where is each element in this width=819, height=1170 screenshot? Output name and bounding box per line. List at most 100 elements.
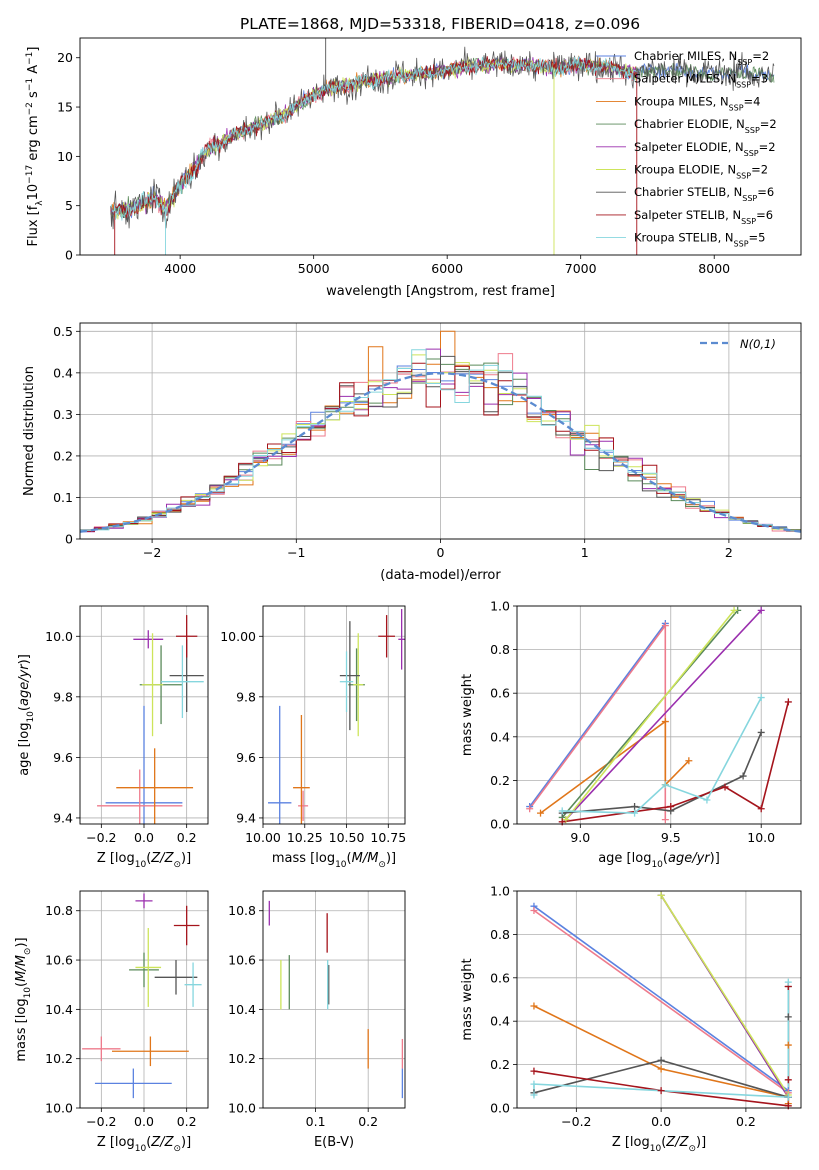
- tick-label-y: 0.3: [53, 407, 73, 422]
- tick-label-x: 0.2: [177, 830, 197, 845]
- legend-label-sub: SSP: [737, 58, 752, 67]
- x-axis-label-part: )]: [181, 1135, 191, 1150]
- plus-marker: [530, 1002, 538, 1010]
- panel-age-vs-Z: −0.2 0.0 0.29.49.69.810.0Z [log10(Z/Z⊙)]ag…: [17, 605, 209, 870]
- plus-marker: [661, 718, 669, 726]
- tick-label-x: −0.2: [86, 830, 116, 845]
- plus-marker: [703, 796, 711, 804]
- x-axis-label-part: )]: [696, 1135, 706, 1150]
- tick-label-y: 9.6: [53, 750, 73, 765]
- plus-marker: [757, 728, 765, 736]
- mass-weight-line-kroupa-elodie: [660, 894, 789, 1096]
- tick-label-y: 10.0: [228, 1101, 256, 1116]
- mass-weight-line-kroupa-elodie: [565, 609, 735, 821]
- plus-marker: [784, 1013, 792, 1021]
- tick-label-x: 6000: [431, 261, 463, 276]
- axes-frame: [79, 37, 802, 256]
- plus-marker: [784, 698, 792, 706]
- y-axis-label-part: ]: [26, 47, 41, 52]
- tick-label-y: 0.2: [490, 1057, 510, 1072]
- plus-marker: [784, 1076, 792, 1084]
- tick-label-y: 10.0: [45, 1101, 73, 1116]
- x-axis-label-part: mass [log: [272, 851, 335, 866]
- tick-label-y: 10.6: [45, 953, 73, 968]
- legend-label-sub: SSP: [745, 126, 760, 135]
- y-axis-label-part: 10: [26, 184, 41, 201]
- y-axis-label: Flux [fλ10−17 erg cm−2 s−1 A−1]: [25, 47, 45, 247]
- tick-label-x: 9.5: [661, 830, 681, 845]
- x-axis-label: Z [log10(Z/Z⊙)]: [612, 1135, 706, 1154]
- plus-marker: [685, 757, 693, 765]
- tick-label-x: −0.2: [86, 1114, 116, 1129]
- mass-weight-line-kroupa-stelib: [562, 697, 762, 814]
- x-axis-label-part: 10: [650, 1144, 662, 1154]
- tick-label-y: 1.0: [490, 884, 510, 899]
- tick-label-x: 7000: [565, 261, 597, 276]
- x-axis-label-part: Z/Z: [150, 1135, 174, 1150]
- legend-label: Chabrier STELIB, NSSP=6: [634, 185, 774, 203]
- tick-label-x: −0.2: [561, 1114, 591, 1129]
- tick-label-y: 20: [57, 50, 73, 65]
- y-axis-label-part: erg cm: [26, 115, 41, 164]
- spectrum-line-salpeter-elodie: [110, 54, 637, 218]
- x-axis-label-part: Z [log: [97, 851, 135, 866]
- x-axis-label-part: ⊙: [173, 1144, 181, 1154]
- y-axis-label-part: (: [14, 982, 29, 987]
- plus-marker: [784, 1041, 792, 1049]
- legend-label-sub: SSP: [729, 103, 744, 112]
- legend-label-value: =2: [752, 49, 769, 63]
- plus-marker: [661, 622, 669, 630]
- plot-area: [82, 893, 202, 1099]
- x-axis-label-part: )]: [710, 851, 720, 866]
- plus-marker: [530, 1067, 538, 1075]
- tick-label-x: −2: [143, 545, 161, 560]
- tick-label-x: 8000: [698, 261, 730, 276]
- tick-label-y: 9.6: [236, 750, 256, 765]
- plus-marker: [558, 807, 566, 815]
- tick-label-x: 0.2: [736, 1114, 756, 1129]
- legend-label-value: =3: [751, 72, 768, 86]
- legend-label: Kroupa MILES, NSSP=4: [634, 94, 760, 112]
- y-axis-label: Normed distribution: [22, 366, 37, 496]
- plus-marker: [739, 772, 747, 780]
- legend-label-sub: SSP: [741, 216, 756, 225]
- y-axis-label-part: −17: [25, 165, 35, 184]
- panel-age-vs-mass: 10.00 10.25 10.50 10.75 9.4 9.6 9.8 10.00 mass […: [220, 605, 406, 870]
- tick-label-y: 10.2: [228, 1051, 256, 1066]
- mass-weight-line-chabrier-miles: [529, 622, 666, 808]
- tick-label-y: 9.8: [53, 689, 73, 704]
- panel-spectrum: 4000 5000 6000 7000 8000 0 5 10 15 20 Chabrier MIL…: [25, 37, 802, 299]
- legend-label: Salpeter STELIB, NSSP=6: [634, 208, 773, 226]
- tick-label-y: 0.5: [53, 324, 73, 339]
- legend-label-text: Chabrier MILES, N: [634, 49, 737, 63]
- tick-label-y: 0.8: [490, 927, 510, 942]
- axes-frame: [79, 890, 209, 1109]
- axes-frame: [79, 322, 802, 540]
- plot-area: [268, 609, 405, 824]
- y-axis-label: mass weight: [460, 958, 475, 1040]
- legend-label-sub: SSP: [736, 171, 751, 180]
- tick-label-x: 0: [437, 545, 445, 560]
- tick-label-x: 10.50: [329, 830, 365, 845]
- plus-marker: [657, 1065, 665, 1073]
- y-axis-label-part: −1: [25, 78, 35, 91]
- tick-label-y: 10: [57, 149, 73, 164]
- tick-label-x: 0.0: [134, 1114, 154, 1129]
- plus-marker: [526, 805, 534, 813]
- legend-label-value: =5: [749, 231, 766, 245]
- tick-label-x: 0.0: [134, 830, 154, 845]
- tick-label-y: 0.6: [490, 686, 510, 701]
- tick-label-x: 10.25: [287, 830, 323, 845]
- tick-label-y: 10.00: [220, 629, 256, 644]
- y-axis-label-part: M/M: [14, 955, 29, 982]
- y-axis-label: mass weight: [460, 674, 475, 756]
- y-axis-label-part: 10: [23, 987, 33, 999]
- plus-marker: [661, 781, 669, 789]
- legend-label: Chabrier ELODIE, NSSP=2: [634, 117, 777, 135]
- histogram-salpeter-stelib: [80, 362, 801, 532]
- legend-label-value: =2: [760, 117, 777, 131]
- x-axis-label-part: Z [log: [612, 1135, 650, 1150]
- y-axis-label-part: (: [17, 706, 32, 711]
- x-axis-label-part: 10: [135, 860, 147, 870]
- tick-label-x: 0.0: [651, 1114, 671, 1129]
